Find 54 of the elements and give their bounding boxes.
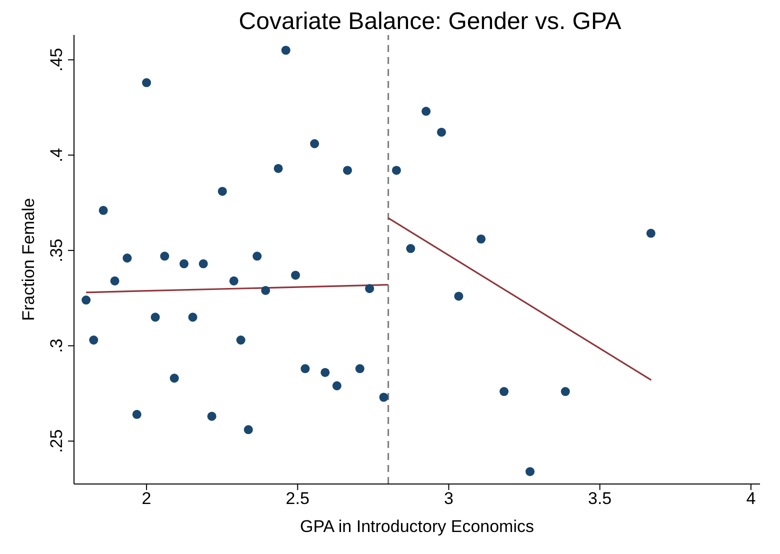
point xyxy=(646,228,656,238)
point xyxy=(244,425,253,434)
point xyxy=(320,368,330,377)
point xyxy=(160,252,170,261)
point xyxy=(392,166,401,175)
x-tick-label: 4 xyxy=(746,489,756,508)
point xyxy=(476,234,486,244)
y-tick-label: .3 xyxy=(47,338,66,353)
point xyxy=(207,412,216,421)
point xyxy=(261,286,270,295)
point xyxy=(310,139,320,148)
point xyxy=(98,206,108,215)
point xyxy=(132,410,142,419)
x-tick-label: 2 xyxy=(142,489,152,508)
point xyxy=(342,166,352,175)
x-tick-label: 3 xyxy=(444,489,454,508)
point xyxy=(500,387,509,396)
point xyxy=(82,296,91,305)
x-tick-label: 3.5 xyxy=(588,489,612,508)
chart-title: Covariate Balance: Gender vs. GPA xyxy=(238,8,622,36)
point xyxy=(274,164,283,173)
point xyxy=(229,276,238,286)
point xyxy=(332,381,342,390)
point xyxy=(122,254,132,263)
point xyxy=(454,292,464,301)
point xyxy=(252,252,262,261)
y-axis-title: Fraction Female xyxy=(19,198,38,321)
point xyxy=(406,244,416,254)
point xyxy=(179,259,189,268)
point xyxy=(236,336,246,345)
y-tick-label: .45 xyxy=(47,48,66,72)
point xyxy=(198,259,208,268)
point xyxy=(110,276,120,286)
y-tick-label: .4 xyxy=(47,148,66,162)
point xyxy=(355,364,364,374)
point xyxy=(218,186,227,196)
point xyxy=(291,270,300,280)
point xyxy=(436,128,446,137)
point xyxy=(300,364,310,374)
point xyxy=(281,46,290,55)
x-tick-label: 2.5 xyxy=(286,489,310,508)
point xyxy=(379,392,388,402)
point xyxy=(150,312,160,322)
point xyxy=(365,284,374,294)
point xyxy=(188,312,198,322)
point xyxy=(142,78,152,88)
y-tick-label: .25 xyxy=(47,429,66,453)
point xyxy=(560,387,570,396)
point xyxy=(170,374,179,383)
x-axis-title: GPA in Introductory Economics xyxy=(300,517,534,536)
point xyxy=(422,106,431,116)
point xyxy=(89,336,98,345)
point xyxy=(526,467,535,476)
y-tick-label: .35 xyxy=(47,238,66,262)
